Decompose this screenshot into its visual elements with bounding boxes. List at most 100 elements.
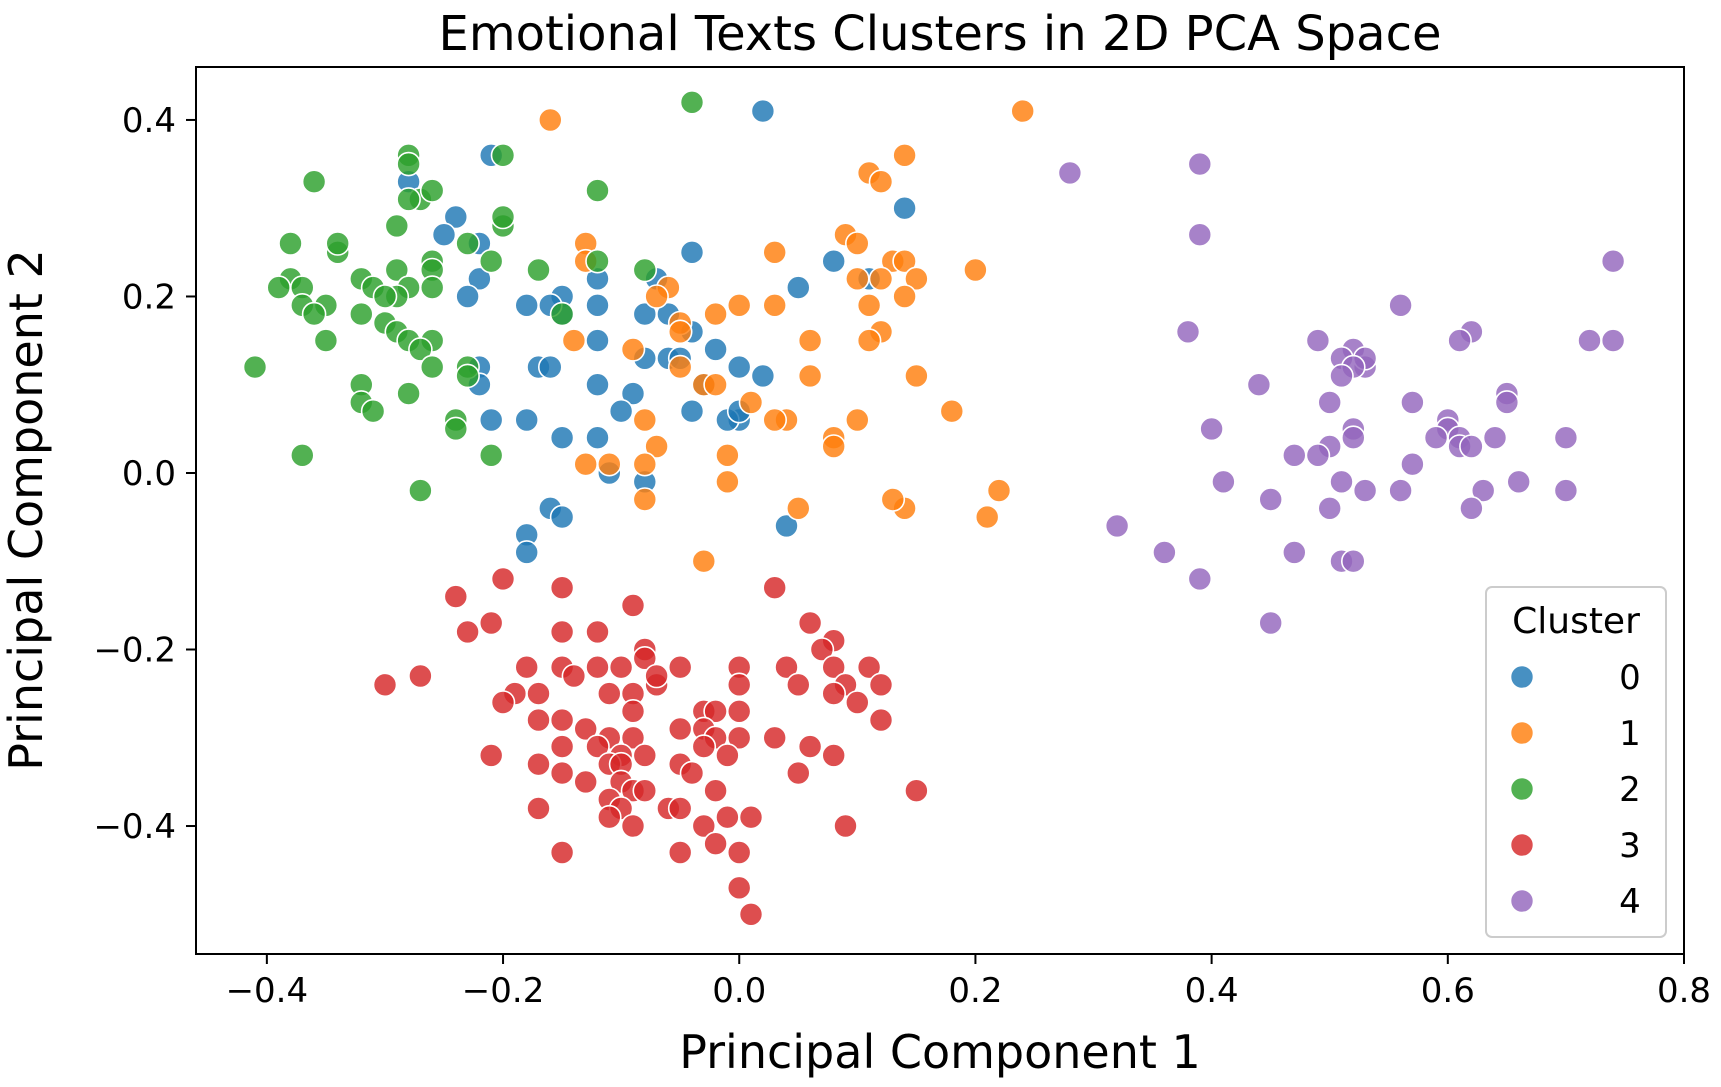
- data-point: [396, 187, 421, 212]
- data-point: [797, 610, 823, 636]
- series-cluster-0: [396, 98, 917, 565]
- data-point: [408, 663, 433, 689]
- data-point: [667, 354, 693, 380]
- data-point: [856, 654, 882, 680]
- data-point: [844, 407, 870, 433]
- series-cluster-4: [1057, 151, 1626, 636]
- data-point: [821, 434, 847, 459]
- data-point: [478, 610, 504, 636]
- legend-marker: [1509, 888, 1535, 914]
- data-point: [549, 575, 575, 601]
- legend-label: 2: [1619, 770, 1641, 810]
- data-point: [549, 425, 575, 451]
- data-point: [419, 275, 445, 300]
- data-point: [585, 425, 610, 451]
- data-point: [1152, 540, 1177, 565]
- data-point: [1470, 478, 1496, 503]
- data-point: [939, 398, 965, 424]
- data-point: [1104, 513, 1130, 539]
- data-point: [679, 760, 705, 786]
- data-point: [1175, 319, 1201, 345]
- data-point: [325, 231, 351, 256]
- x-tick-label: 0.6: [1421, 971, 1475, 1011]
- data-point: [408, 337, 433, 362]
- x-axis-label: Principal Component 1: [679, 1025, 1201, 1079]
- data-point: [620, 593, 646, 618]
- y-axis-ticks: 0.4 0.2 0.0 −0.2 −0.4: [93, 101, 196, 847]
- data-point: [679, 240, 705, 265]
- data-point: [892, 195, 917, 221]
- x-tick-label: −0.4: [226, 971, 309, 1011]
- data-point: [372, 672, 398, 698]
- data-point: [620, 813, 646, 839]
- data-point: [1352, 478, 1378, 503]
- data-point: [620, 698, 646, 724]
- data-point: [1341, 425, 1366, 451]
- data-point: [1211, 469, 1236, 495]
- legend-marker: [1509, 664, 1535, 690]
- data-point: [797, 734, 823, 759]
- data-point: [549, 840, 575, 865]
- data-point: [856, 292, 882, 318]
- data-point: [1600, 248, 1626, 274]
- data-point: [278, 231, 303, 256]
- data-point: [573, 769, 599, 795]
- data-point: [667, 796, 693, 821]
- legend-label: 4: [1619, 882, 1641, 922]
- data-point: [490, 690, 516, 715]
- x-tick-label: 0.8: [1657, 971, 1711, 1011]
- legend-label: 0: [1619, 658, 1641, 698]
- data-point: [632, 743, 658, 768]
- data-point: [549, 760, 575, 786]
- data-point: [632, 451, 658, 477]
- data-point: [785, 672, 811, 698]
- data-point: [726, 698, 752, 724]
- data-point: [821, 654, 847, 680]
- data-point: [585, 178, 610, 203]
- data-point: [1388, 292, 1413, 318]
- data-point: [1187, 222, 1213, 247]
- data-point: [868, 169, 894, 194]
- data-point: [892, 248, 917, 274]
- data-point: [703, 831, 728, 857]
- data-point: [1305, 328, 1331, 353]
- data-point: [526, 707, 551, 733]
- data-point: [585, 328, 610, 353]
- data-point: [1317, 390, 1342, 415]
- data-point: [1600, 328, 1626, 353]
- legend-marker: [1509, 720, 1535, 746]
- data-point: [644, 663, 669, 689]
- data-point: [715, 804, 740, 830]
- data-point: [419, 178, 445, 203]
- series-cluster-3: [372, 566, 929, 927]
- data-point: [1447, 328, 1472, 353]
- data-point: [632, 487, 658, 512]
- data-point: [774, 654, 799, 680]
- data-point: [667, 319, 693, 345]
- data-point: [419, 354, 445, 380]
- data-point: [726, 725, 752, 751]
- data-point: [715, 743, 740, 768]
- data-point: [1057, 160, 1083, 186]
- y-axis-label: Principal Component 2: [0, 249, 53, 771]
- data-point: [868, 707, 894, 733]
- data-point: [762, 240, 788, 265]
- data-point: [384, 213, 410, 239]
- legend: Cluster 0 1 2 3 4: [1485, 586, 1667, 938]
- data-point: [478, 248, 504, 274]
- data-point: [856, 328, 882, 353]
- data-point: [596, 681, 622, 706]
- data-point: [632, 407, 658, 433]
- x-tick-label: 0.2: [948, 971, 1002, 1011]
- data-point: [762, 575, 788, 601]
- data-point: [691, 813, 717, 839]
- data-point: [1459, 495, 1484, 521]
- y-tick-label: 0.2: [122, 277, 176, 317]
- data-point: [868, 672, 894, 698]
- data-point: [289, 442, 315, 468]
- data-point: [679, 398, 705, 424]
- data-point: [1400, 451, 1425, 477]
- data-point: [1282, 442, 1307, 468]
- data-point: [738, 804, 764, 830]
- data-point: [797, 328, 823, 353]
